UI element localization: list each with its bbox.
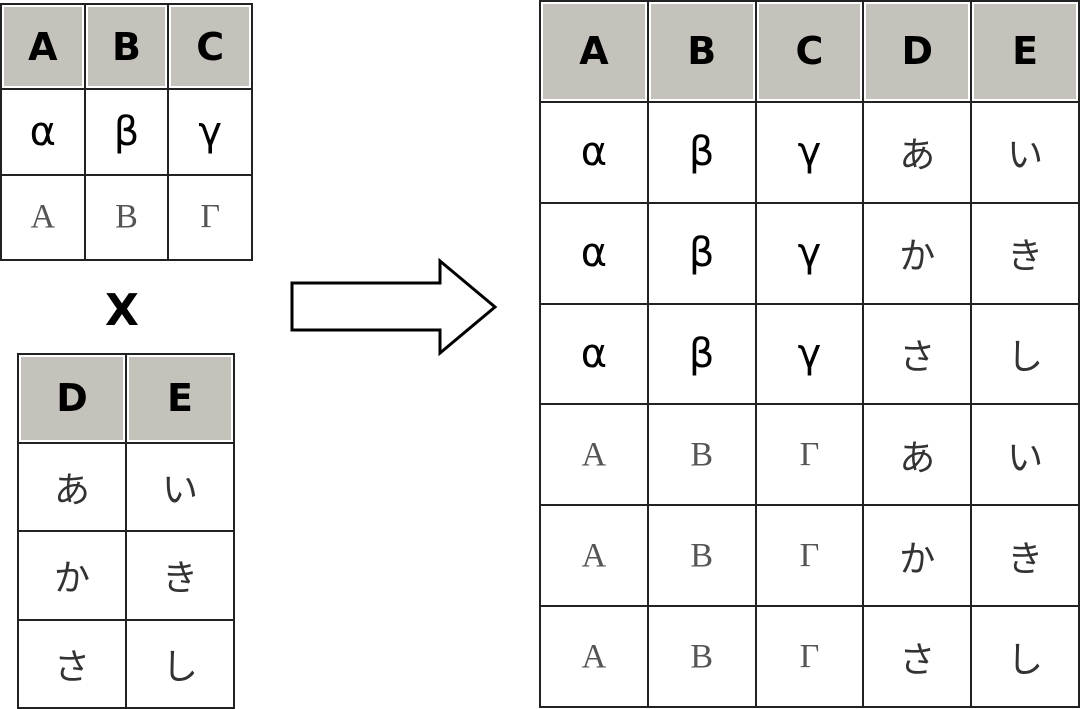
header-cell: C bbox=[756, 2, 863, 101]
table-cell: Α bbox=[541, 405, 647, 505]
header-cell: D bbox=[864, 2, 971, 101]
table-cell: き bbox=[972, 203, 1078, 303]
table-cell: Α bbox=[541, 506, 647, 606]
header-cell: E bbox=[972, 2, 1078, 101]
table-cell: か bbox=[19, 532, 125, 619]
table-cell: Α bbox=[2, 175, 84, 259]
table-cell: い bbox=[972, 102, 1078, 202]
table-cell: Γ bbox=[169, 175, 251, 259]
header-cell: B bbox=[85, 5, 168, 89]
header-cell: B bbox=[648, 2, 755, 101]
table-cell: γ bbox=[756, 203, 863, 303]
table-cell: し bbox=[972, 607, 1078, 706]
table-cell: α bbox=[541, 203, 647, 303]
table-cell: Α bbox=[541, 607, 647, 706]
right-arrow-icon bbox=[290, 258, 498, 357]
table-cell: γ bbox=[169, 90, 251, 174]
table-cell: β bbox=[648, 102, 755, 202]
table-cell: し bbox=[127, 620, 233, 707]
table-cell: あ bbox=[864, 405, 971, 505]
table-cell: さ bbox=[19, 620, 125, 707]
table-cell: Γ bbox=[756, 607, 863, 706]
table-cell: か bbox=[864, 203, 971, 303]
header-cell: D bbox=[19, 355, 125, 442]
table-cell: さ bbox=[864, 607, 971, 706]
cross-product-operator: X bbox=[105, 285, 139, 336]
table-cell: き bbox=[127, 532, 233, 619]
table-cell: き bbox=[972, 506, 1078, 606]
table-cell: い bbox=[127, 443, 233, 530]
table-cell: し bbox=[972, 304, 1078, 404]
table-cell: α bbox=[541, 304, 647, 404]
table-cell: β bbox=[648, 203, 755, 303]
table-cell: い bbox=[972, 405, 1078, 505]
table-cell: Β bbox=[648, 405, 755, 505]
table-cell: α bbox=[541, 102, 647, 202]
header-cell: E bbox=[127, 355, 233, 442]
table-cell: β bbox=[85, 90, 168, 174]
table-cell: Γ bbox=[756, 506, 863, 606]
table-cell: さ bbox=[864, 304, 971, 404]
table-cell: Β bbox=[648, 506, 755, 606]
table-cell: γ bbox=[756, 304, 863, 404]
table-cell: Γ bbox=[756, 405, 863, 505]
table-cell: α bbox=[2, 90, 84, 174]
table-cell: β bbox=[648, 304, 755, 404]
table-cell: Β bbox=[648, 607, 755, 706]
table-cell: あ bbox=[864, 102, 971, 202]
table-cell: あ bbox=[19, 443, 125, 530]
header-cell: A bbox=[541, 2, 647, 101]
table-cell: Β bbox=[85, 175, 168, 259]
header-cell: C bbox=[169, 5, 251, 89]
header-cell: A bbox=[2, 5, 84, 89]
table-cell: か bbox=[864, 506, 971, 606]
table-cell: γ bbox=[756, 102, 863, 202]
